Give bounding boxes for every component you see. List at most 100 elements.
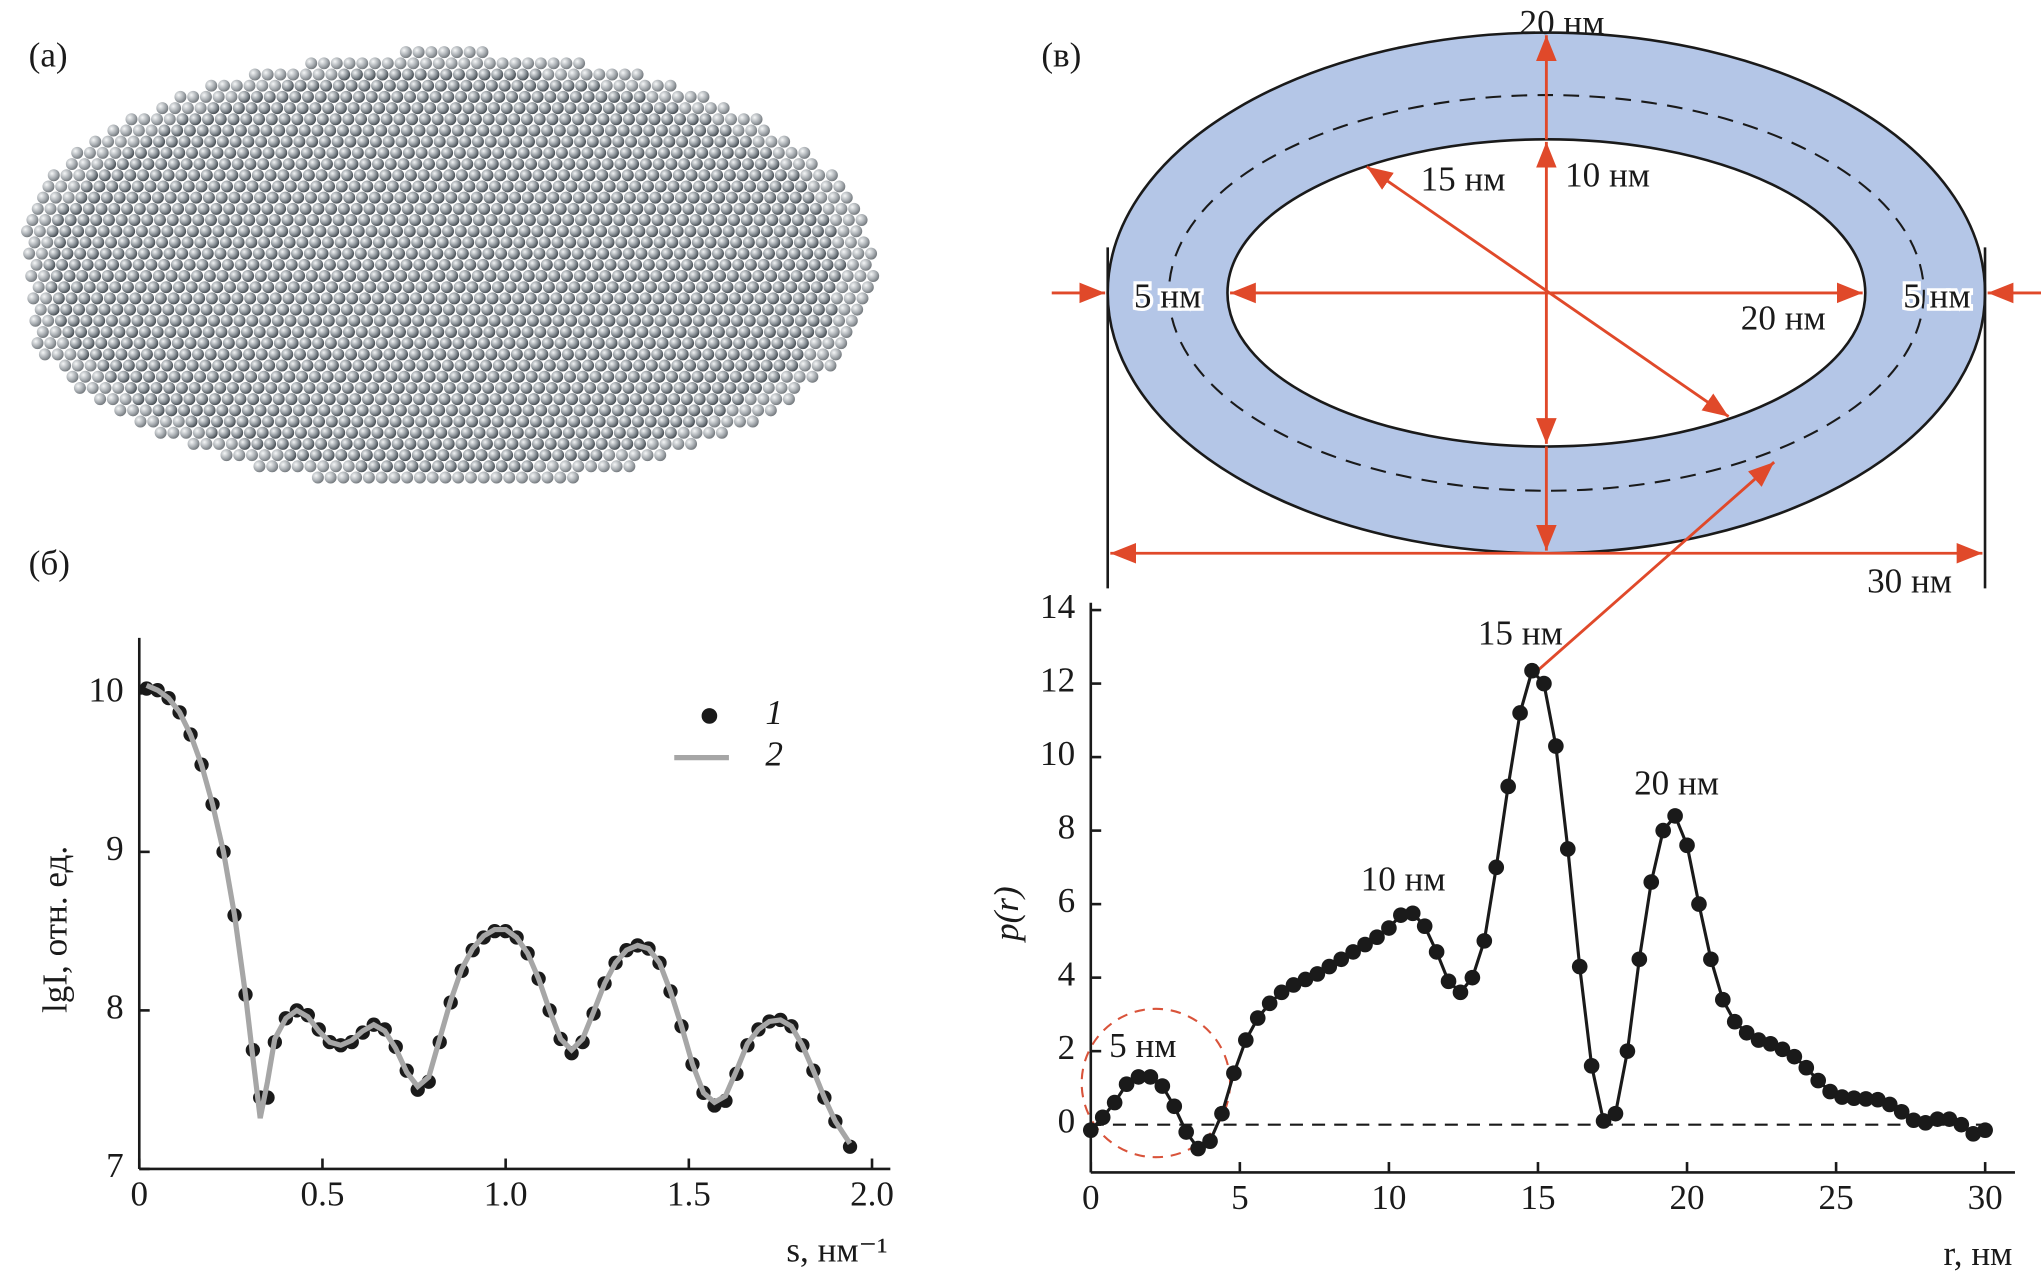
atom — [551, 102, 564, 115]
atom — [625, 348, 638, 361]
atom — [431, 247, 444, 260]
nanoparticle-model — [21, 46, 880, 484]
atom — [454, 225, 467, 238]
atom — [649, 325, 662, 338]
atom — [256, 292, 269, 305]
atom — [449, 236, 462, 249]
atom — [272, 258, 285, 271]
atom — [607, 359, 620, 372]
atom — [434, 348, 447, 361]
atom — [654, 449, 667, 462]
atom — [67, 180, 80, 193]
atom — [705, 314, 718, 327]
atom — [44, 202, 57, 215]
atom — [628, 449, 641, 462]
data-point — [1738, 1024, 1755, 1041]
atom — [485, 214, 498, 227]
atom — [650, 404, 663, 417]
atom — [776, 325, 789, 338]
atom — [745, 124, 758, 137]
atom — [768, 236, 781, 249]
y-tick-label: 0 — [1058, 1102, 1076, 1141]
atom — [414, 68, 427, 81]
atom — [457, 113, 470, 126]
atom — [465, 68, 478, 81]
atom — [573, 404, 586, 417]
atom — [94, 393, 107, 406]
atom — [643, 337, 656, 350]
atom — [556, 225, 569, 238]
atom — [72, 225, 85, 238]
atom — [496, 191, 509, 204]
atom — [433, 270, 446, 282]
atom — [146, 337, 159, 350]
atom — [267, 270, 280, 282]
atom — [255, 135, 268, 148]
atom — [165, 135, 178, 148]
atom — [763, 325, 776, 338]
atom — [653, 370, 666, 383]
atom — [715, 426, 728, 439]
atom — [224, 359, 237, 372]
atom — [861, 281, 874, 294]
atom — [774, 303, 787, 316]
atom — [703, 292, 716, 305]
atom — [447, 214, 460, 227]
atom — [383, 214, 396, 227]
atom — [269, 426, 282, 439]
atom — [543, 146, 556, 159]
atom — [101, 270, 114, 282]
atom — [547, 57, 560, 70]
atom — [272, 180, 285, 193]
atom — [186, 359, 199, 372]
atom — [167, 292, 180, 305]
atom — [296, 370, 309, 383]
atom — [618, 68, 631, 81]
atom — [501, 180, 514, 193]
atom — [455, 90, 468, 103]
atom — [735, 225, 748, 238]
atom — [566, 258, 579, 271]
atom — [749, 303, 762, 316]
atom — [296, 102, 309, 115]
atom — [74, 247, 87, 260]
atom — [744, 180, 757, 193]
atom — [416, 90, 429, 103]
data-point — [1846, 1090, 1862, 1107]
atom — [734, 281, 747, 294]
series-line — [145, 682, 853, 1145]
atom — [235, 202, 248, 215]
atom — [688, 404, 701, 417]
atom — [639, 292, 652, 305]
atom — [706, 124, 719, 137]
atom — [361, 180, 374, 193]
atom — [428, 146, 441, 159]
atom — [657, 415, 670, 428]
atom — [714, 135, 727, 148]
atom — [416, 225, 429, 238]
y-tick-label: 4 — [1058, 955, 1076, 994]
atom — [483, 57, 496, 70]
atom — [750, 247, 763, 260]
data-point — [1858, 1091, 1874, 1107]
atom — [436, 236, 449, 249]
atom — [331, 270, 344, 282]
atom — [261, 337, 274, 350]
atom — [569, 90, 582, 103]
atom — [281, 348, 294, 361]
atom — [563, 158, 576, 171]
atom — [246, 449, 258, 462]
atom — [597, 113, 610, 126]
atom — [780, 158, 793, 171]
atom — [630, 258, 643, 271]
atom — [612, 348, 625, 361]
atom — [402, 415, 415, 428]
atom — [170, 393, 183, 406]
atom — [664, 79, 677, 92]
atom — [322, 102, 335, 115]
atom — [291, 113, 304, 126]
legend-label: 1 — [765, 693, 783, 732]
atom — [626, 79, 639, 92]
atom — [508, 113, 521, 126]
atom — [816, 270, 829, 282]
